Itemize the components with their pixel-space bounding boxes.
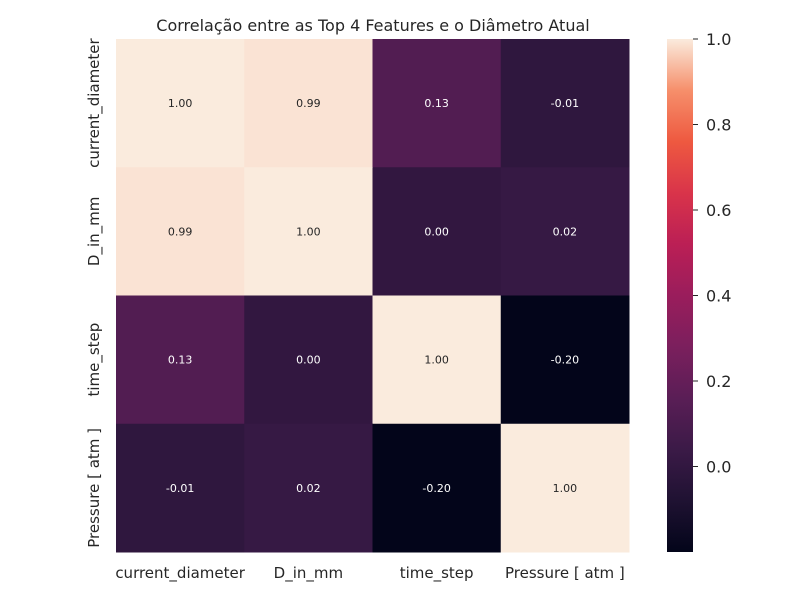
heatmap-cell: [372, 167, 502, 296]
heatmap-cell: [244, 423, 373, 553]
heatmap-cell: [244, 39, 373, 168]
colorbar-tick-label: 0.2: [706, 372, 731, 391]
heatmap-cell: [116, 295, 245, 425]
cell-value-label: 1.00: [296, 225, 321, 238]
colorbar-tick-label: 0.4: [706, 287, 731, 306]
colorbar-tick-label: 0.0: [706, 458, 731, 477]
heatmap-cell: [500, 39, 630, 168]
x-tick-label: time_step: [400, 564, 474, 583]
cell-value-label: -0.20: [551, 354, 579, 367]
colorbar-ticks: 0.0 0.2 0.4 0.6 0.8 1.0: [693, 30, 731, 477]
x-axis-tick-labels: current_diameter D_in_mm time_step Pressure…: [115, 564, 624, 583]
cell-value-label: 0.00: [296, 354, 321, 367]
colorbar: [667, 39, 693, 552]
cell-value-label: 0.13: [168, 354, 193, 367]
cell-value-label: -0.20: [422, 482, 450, 495]
x-tick-label: Pressure [ atm ]: [505, 564, 625, 582]
cell-value-label: 1.00: [553, 482, 578, 495]
heatmap-cell: [116, 39, 245, 168]
heatmap-cell: [244, 167, 373, 296]
cell-value-label: 0.02: [296, 482, 321, 495]
cell-value-label: -0.01: [166, 482, 194, 495]
y-tick-label: current_diameter: [85, 37, 104, 167]
y-tick-label: D_in_mm: [85, 197, 104, 266]
colorbar-tick-label: 0.6: [706, 201, 731, 220]
heatmap-cell: [500, 423, 630, 553]
y-axis-tick-labels: current_diameter D_in_mm time_step Pressure…: [85, 37, 104, 547]
heatmap-cell: [372, 423, 502, 553]
colorbar-tick-label: 0.8: [706, 116, 731, 135]
cell-value-label: 1.00: [168, 97, 193, 110]
cell-value-label: 0.99: [296, 97, 321, 110]
heatmap-cell: [116, 423, 245, 553]
y-tick-label: Pressure [ atm ]: [85, 428, 103, 548]
colorbar-tick-label: 1.0: [706, 30, 731, 49]
heatmap-cell: [244, 295, 373, 425]
chart-title: Correlação entre as Top 4 Features e o D…: [156, 16, 589, 35]
heatmap-cell: [116, 167, 245, 296]
x-tick-label: current_diameter: [115, 564, 245, 583]
heatmap-cell: [372, 295, 502, 425]
cell-value-label: -0.01: [551, 97, 579, 110]
cell-value-label: 0.13: [424, 97, 449, 110]
cell-value-label: 0.00: [424, 225, 449, 238]
heatmap-cell: [372, 39, 502, 168]
x-tick-label: D_in_mm: [274, 564, 343, 583]
cell-value-label: 0.99: [168, 225, 193, 238]
cell-value-label: 1.00: [424, 354, 449, 367]
y-tick-label: time_step: [85, 323, 104, 397]
heatmap-cells: 1.00 0.99 0.13 -0.01 0.99 1.00 0.00 0.02 0.13 0.0…: [116, 39, 630, 553]
heatmap-cell: [500, 295, 630, 425]
heatmap-cell: [500, 167, 630, 296]
cell-value-label: 0.02: [553, 225, 578, 238]
